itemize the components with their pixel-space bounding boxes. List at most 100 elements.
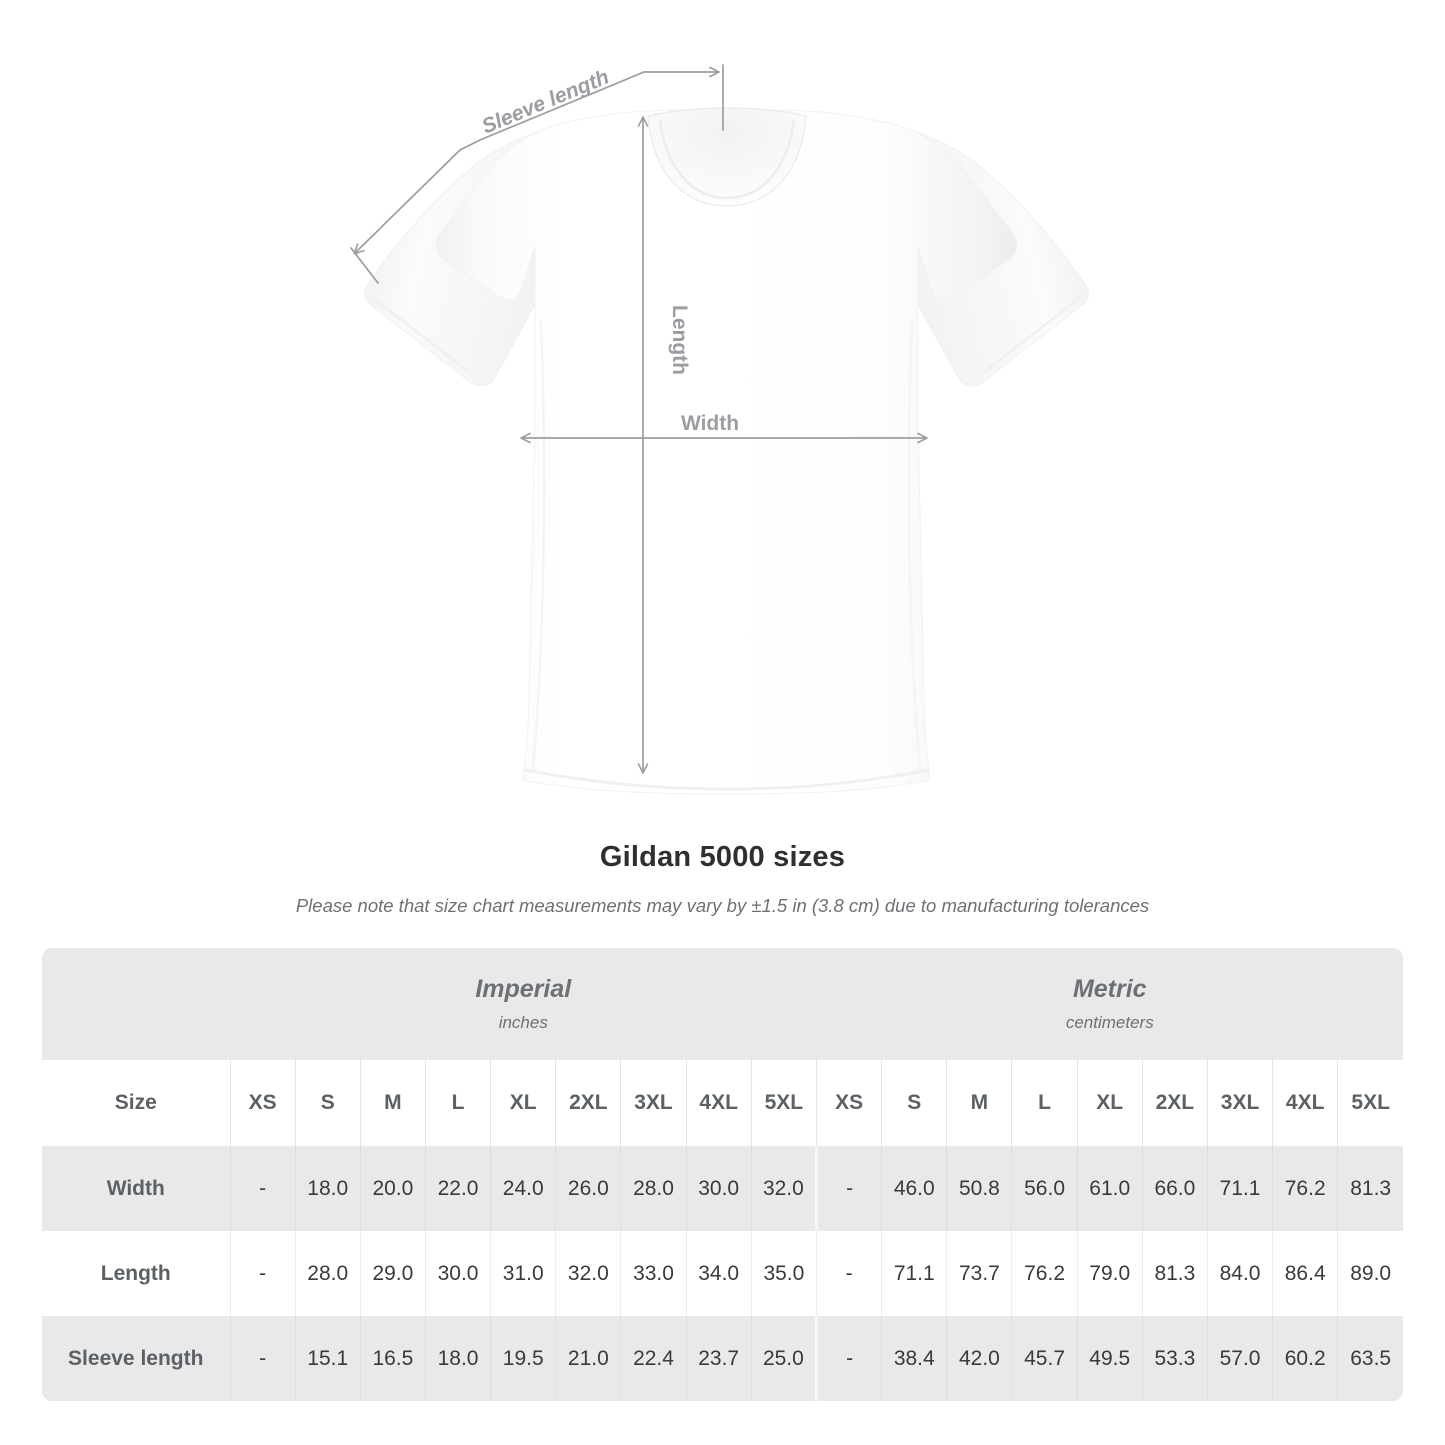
size-header-imperial-m: M xyxy=(359,1060,426,1146)
size-chart-table-container: Imperial inches Metric centimeters Size XS S M L… xyxy=(42,948,1404,1401)
cell-width-imperial-s: 18.0 xyxy=(294,1146,361,1231)
cell-sleeve-length-imperial-m: 16.5 xyxy=(359,1316,426,1401)
unit-name: Imperial xyxy=(475,975,572,1003)
cell-sleeve-length-metric-xs: - xyxy=(815,1316,882,1401)
cell-length-metric-xs: - xyxy=(816,1231,882,1316)
size-column-header: Size xyxy=(42,1060,230,1146)
cell-length-imperial-4xl: 34.0 xyxy=(685,1231,752,1316)
sleeve-length-arrow xyxy=(353,71,645,255)
length-label: Length xyxy=(668,305,691,375)
cell-length-metric-s: 71.1 xyxy=(881,1231,947,1316)
cell-length-metric-5xl: 89.0 xyxy=(1337,1231,1404,1316)
size-header-metric-xs: XS xyxy=(816,1060,882,1146)
row-label-sleeve-length: Sleeve length xyxy=(42,1316,230,1401)
cell-sleeve-length-metric-5xl: 63.5 xyxy=(1337,1316,1404,1401)
size-chart-table: Imperial inches Metric centimeters Size XS S M L… xyxy=(42,948,1404,1401)
cell-length-imperial-2xl: 32.0 xyxy=(555,1231,621,1316)
page-title: Gildan 5000 sizes xyxy=(599,841,846,873)
tshirt-svg: Sleeve length Length Width xyxy=(350,64,1089,795)
cell-length-metric-xl: 79.0 xyxy=(1076,1231,1143,1316)
cell-length-imperial-5xl: 35.0 xyxy=(750,1231,817,1316)
size-header-imperial-2xl: 2XL xyxy=(555,1060,621,1146)
sleeve-hem-left xyxy=(371,296,471,374)
cell-width-metric-xs: - xyxy=(815,1146,882,1231)
sleeve-end-tick xyxy=(350,247,379,284)
width-label: Width xyxy=(681,412,739,435)
unit-subtitle: inches xyxy=(498,1013,548,1032)
sleeve-hem-right xyxy=(982,296,1082,374)
cell-width-imperial-2xl: 26.0 xyxy=(555,1146,621,1231)
unit-header-imperial: Imperial inches xyxy=(230,948,817,1060)
cell-sleeve-length-imperial-5xl: 25.0 xyxy=(750,1316,817,1401)
cell-width-metric-2xl: 66.0 xyxy=(1141,1146,1208,1231)
size-header-metric-l: L xyxy=(1011,1060,1078,1146)
hem-line xyxy=(524,768,930,791)
measurement-annotations xyxy=(350,64,928,774)
cell-sleeve-length-metric-m: 42.0 xyxy=(946,1316,1012,1401)
cell-width-metric-3xl: 71.1 xyxy=(1206,1146,1273,1231)
cell-width-metric-s: 46.0 xyxy=(881,1146,947,1231)
cell-length-metric-4xl: 86.4 xyxy=(1272,1231,1338,1316)
shirt-body xyxy=(435,109,1018,795)
size-header-metric-m: M xyxy=(946,1060,1012,1146)
cell-sleeve-length-metric-xl: 49.5 xyxy=(1076,1316,1143,1401)
size-header-metric-5xl: 5XL xyxy=(1337,1060,1404,1146)
cell-width-metric-xl: 61.0 xyxy=(1076,1146,1143,1231)
unit-name: Metric xyxy=(1072,975,1147,1003)
size-header-metric-s: S xyxy=(881,1060,947,1146)
cell-sleeve-length-imperial-3xl: 22.4 xyxy=(620,1316,687,1401)
size-header-metric-3xl: 3XL xyxy=(1206,1060,1273,1146)
cell-width-imperial-xs: - xyxy=(229,1146,296,1231)
tolerance-note: Please note that size chart measurements… xyxy=(295,895,1150,916)
table-row: Width -18.0 20.0 22.0 24.0 26.0 28.0 30.0 32.0-4… xyxy=(42,1146,1404,1231)
cell-sleeve-length-metric-l: 45.7 xyxy=(1011,1316,1078,1401)
cell-sleeve-length-imperial-xl: 19.5 xyxy=(490,1316,556,1401)
cell-sleeve-length-imperial-s: 15.1 xyxy=(294,1316,361,1401)
cell-sleeve-length-imperial-2xl: 21.0 xyxy=(555,1316,621,1401)
unit-subtitle: centimeters xyxy=(1065,1013,1154,1032)
cell-width-imperial-4xl: 30.0 xyxy=(685,1146,752,1231)
cell-sleeve-length-metric-4xl: 60.2 xyxy=(1272,1316,1338,1401)
table-row: Sleeve length -15.1 16.5 18.0 19.5 21.0 22.4 23… xyxy=(42,1316,1404,1401)
cell-length-imperial-3xl: 33.0 xyxy=(620,1231,687,1316)
cell-length-metric-l: 76.2 xyxy=(1011,1231,1078,1316)
size-header-imperial-xl: XL xyxy=(490,1060,556,1146)
cell-sleeve-length-metric-3xl: 57.0 xyxy=(1206,1316,1273,1401)
size-header-imperial-5xl: 5XL xyxy=(750,1060,817,1146)
size-header-imperial-xs: XS xyxy=(229,1060,296,1146)
cell-sleeve-length-imperial-l: 18.0 xyxy=(424,1316,491,1401)
cell-length-imperial-s: 28.0 xyxy=(294,1231,361,1316)
cell-sleeve-length-metric-2xl: 53.3 xyxy=(1141,1316,1208,1401)
unit-header-metric: Metric centimeters xyxy=(816,948,1404,1060)
cell-length-imperial-l: 30.0 xyxy=(424,1231,491,1316)
table-row: Length -28.0 29.0 30.0 31.0 32.0 33.0 34.0 35.0-… xyxy=(42,1231,1404,1316)
cell-length-imperial-xs: - xyxy=(229,1231,296,1316)
cell-width-metric-5xl: 81.3 xyxy=(1337,1146,1404,1231)
size-header-metric-2xl: 2XL xyxy=(1141,1060,1208,1146)
cell-sleeve-length-metric-s: 38.4 xyxy=(881,1316,947,1401)
cell-width-imperial-l: 22.0 xyxy=(424,1146,491,1231)
cell-length-metric-2xl: 81.3 xyxy=(1141,1231,1208,1316)
tshirt-diagram: Sleeve length Length Width xyxy=(350,64,1089,795)
cell-width-metric-m: 50.8 xyxy=(946,1146,1012,1231)
size-header-row: Size XS S M L XL 2XL 3XL 4XL 5XL XS S M L XL 2XL 3XL 4XL 5… xyxy=(42,1060,1404,1146)
cell-length-metric-3xl: 84.0 xyxy=(1206,1231,1273,1316)
cell-width-metric-l: 56.0 xyxy=(1011,1146,1078,1231)
size-header-imperial-4xl: 4XL xyxy=(685,1060,752,1146)
size-header-metric-4xl: 4XL xyxy=(1272,1060,1338,1146)
row-label-width: Width xyxy=(42,1146,230,1231)
size-header-imperial-l: L xyxy=(424,1060,491,1146)
fold-right xyxy=(907,319,922,771)
fold-left xyxy=(531,319,546,771)
size-header-metric-xl: XL xyxy=(1076,1060,1143,1146)
cell-length-imperial-m: 29.0 xyxy=(359,1231,426,1316)
collar-rib xyxy=(658,119,796,200)
size-header-imperial-s: S xyxy=(294,1060,361,1146)
unit-header-row: Imperial inches Metric centimeters xyxy=(42,948,1404,1060)
shirt-silhouette xyxy=(364,107,1089,795)
cell-width-imperial-5xl: 32.0 xyxy=(750,1146,817,1231)
cell-width-imperial-xl: 24.0 xyxy=(490,1146,556,1231)
cell-length-metric-m: 73.7 xyxy=(946,1231,1012,1316)
title-block: Gildan 5000 sizes Please note that size … xyxy=(0,840,1445,918)
cell-width-imperial-m: 20.0 xyxy=(359,1146,426,1231)
